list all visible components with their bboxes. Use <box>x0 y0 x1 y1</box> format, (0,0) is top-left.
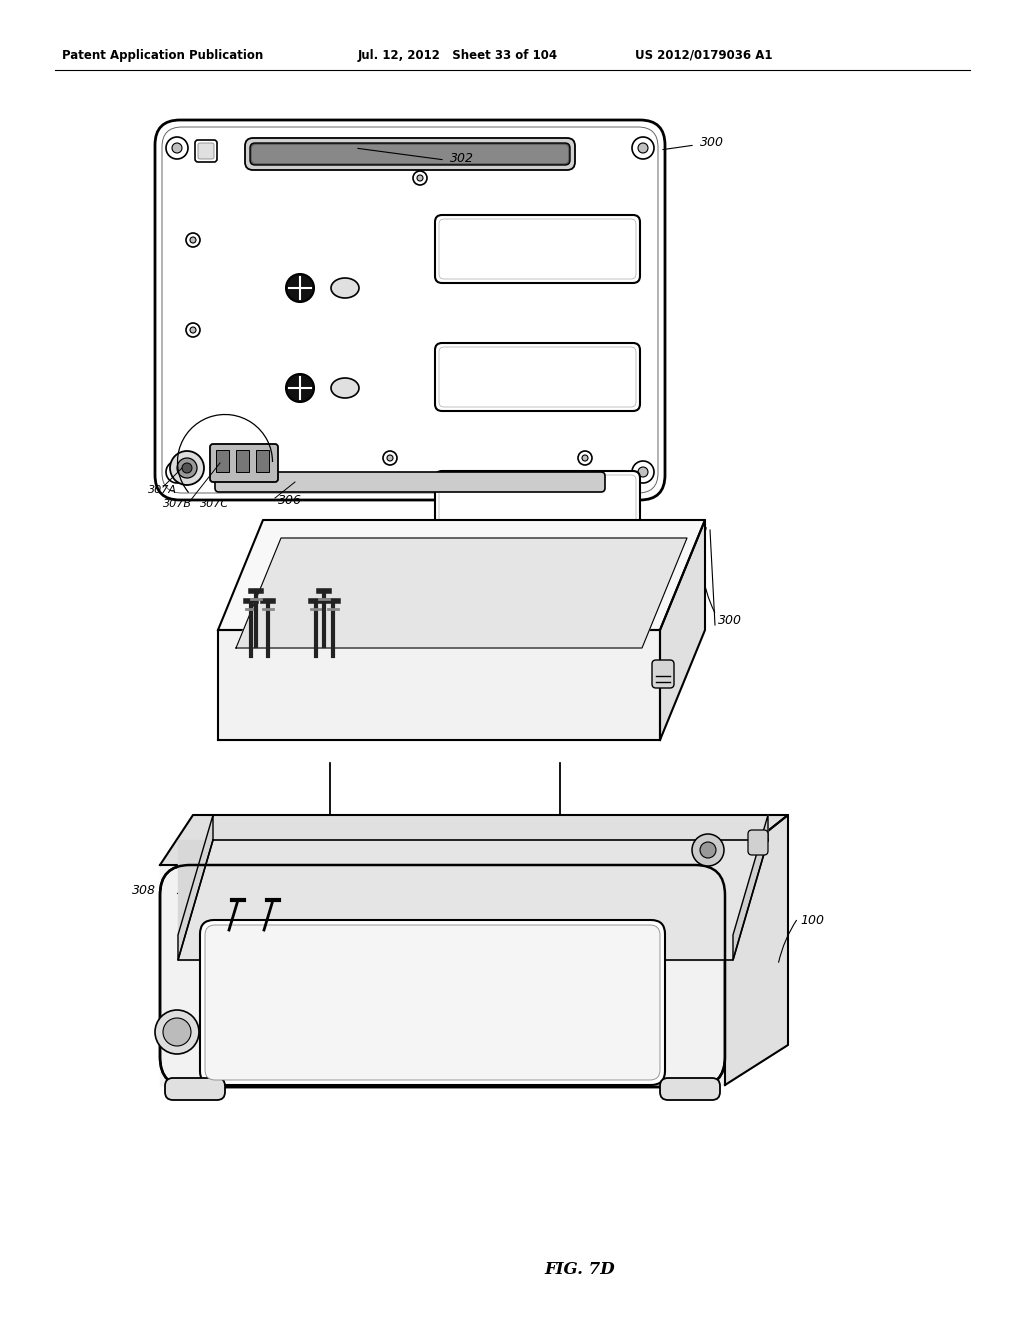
FancyBboxPatch shape <box>435 215 640 282</box>
FancyBboxPatch shape <box>660 1078 720 1100</box>
Ellipse shape <box>331 378 359 399</box>
Text: 300: 300 <box>700 136 724 149</box>
Polygon shape <box>231 935 273 975</box>
Text: FIG. 7D: FIG. 7D <box>545 1262 615 1279</box>
Polygon shape <box>218 520 705 630</box>
FancyBboxPatch shape <box>215 473 605 492</box>
Polygon shape <box>178 840 733 960</box>
Polygon shape <box>178 840 768 960</box>
FancyBboxPatch shape <box>160 865 725 1086</box>
FancyBboxPatch shape <box>748 830 768 855</box>
Circle shape <box>163 1018 191 1045</box>
Polygon shape <box>160 814 788 865</box>
Circle shape <box>582 455 588 461</box>
Circle shape <box>170 451 204 484</box>
Polygon shape <box>178 814 213 960</box>
Text: 308: 308 <box>132 883 156 896</box>
Circle shape <box>166 137 188 158</box>
FancyBboxPatch shape <box>245 139 575 170</box>
FancyBboxPatch shape <box>435 471 640 539</box>
Text: US 2012/0179036 A1: US 2012/0179036 A1 <box>635 49 772 62</box>
Text: 306: 306 <box>278 495 302 507</box>
FancyBboxPatch shape <box>435 343 640 411</box>
Bar <box>256 450 269 473</box>
FancyBboxPatch shape <box>439 219 636 279</box>
Circle shape <box>387 455 393 461</box>
Polygon shape <box>160 865 725 1085</box>
Polygon shape <box>286 935 328 975</box>
Polygon shape <box>725 814 788 1085</box>
Circle shape <box>632 461 654 483</box>
Text: 307B: 307B <box>163 499 193 510</box>
Ellipse shape <box>331 279 359 298</box>
Circle shape <box>286 275 314 302</box>
Bar <box>236 450 249 473</box>
Circle shape <box>190 327 196 333</box>
FancyBboxPatch shape <box>200 920 665 1085</box>
Circle shape <box>155 1010 199 1053</box>
Text: Patent Application Publication: Patent Application Publication <box>62 49 263 62</box>
Text: 302: 302 <box>450 152 474 165</box>
Circle shape <box>413 172 427 185</box>
Circle shape <box>190 238 196 243</box>
Circle shape <box>177 458 197 478</box>
FancyBboxPatch shape <box>195 140 217 162</box>
FancyBboxPatch shape <box>210 444 278 482</box>
Bar <box>216 450 229 473</box>
FancyBboxPatch shape <box>162 127 658 492</box>
Text: 307C: 307C <box>200 499 229 510</box>
Text: 100: 100 <box>800 913 824 927</box>
Circle shape <box>182 463 193 473</box>
Polygon shape <box>733 814 768 960</box>
Polygon shape <box>341 935 383 975</box>
FancyBboxPatch shape <box>652 660 674 688</box>
Text: 307A: 307A <box>148 484 177 495</box>
Polygon shape <box>218 630 660 741</box>
FancyBboxPatch shape <box>252 145 568 162</box>
Circle shape <box>172 143 182 153</box>
FancyBboxPatch shape <box>155 120 665 500</box>
FancyBboxPatch shape <box>250 143 570 165</box>
FancyBboxPatch shape <box>439 475 636 535</box>
Text: 300: 300 <box>718 614 742 627</box>
Circle shape <box>700 842 716 858</box>
Circle shape <box>166 461 188 483</box>
Circle shape <box>172 467 182 477</box>
FancyBboxPatch shape <box>439 347 636 407</box>
Circle shape <box>638 143 648 153</box>
FancyBboxPatch shape <box>198 143 214 158</box>
Text: FIG. 7C: FIG. 7C <box>273 527 343 544</box>
Circle shape <box>632 137 654 158</box>
Polygon shape <box>396 935 438 975</box>
Circle shape <box>638 467 648 477</box>
FancyBboxPatch shape <box>205 925 660 1080</box>
FancyBboxPatch shape <box>165 1078 225 1100</box>
Polygon shape <box>236 539 687 648</box>
Polygon shape <box>660 520 705 741</box>
Circle shape <box>383 451 397 465</box>
Circle shape <box>186 323 200 337</box>
Circle shape <box>417 176 423 181</box>
Circle shape <box>186 234 200 247</box>
Circle shape <box>578 451 592 465</box>
Circle shape <box>692 834 724 866</box>
Text: Jul. 12, 2012   Sheet 33 of 104: Jul. 12, 2012 Sheet 33 of 104 <box>358 49 558 62</box>
Circle shape <box>286 374 314 403</box>
